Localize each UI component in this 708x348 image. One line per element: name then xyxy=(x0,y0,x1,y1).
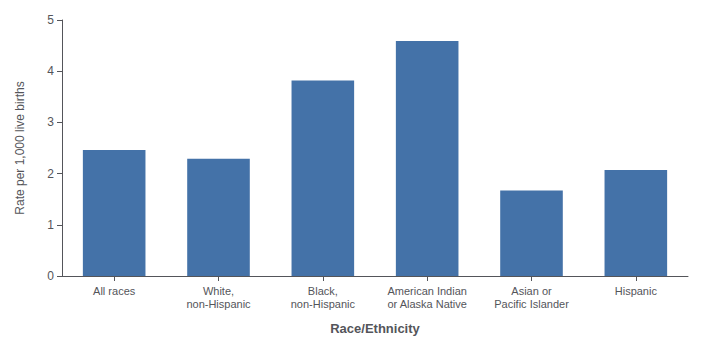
svg-text:Rate per 1,000 live births: Rate per 1,000 live births xyxy=(13,81,27,214)
svg-text:Hispanic: Hispanic xyxy=(615,285,658,297)
svg-text:1: 1 xyxy=(47,218,54,232)
svg-text:5: 5 xyxy=(47,13,54,27)
svg-text:Asian or: Asian or xyxy=(511,285,552,297)
svg-text:3: 3 xyxy=(47,115,54,129)
svg-text:Black,: Black, xyxy=(308,285,338,297)
svg-text:Pacific Islander: Pacific Islander xyxy=(494,298,569,310)
svg-text:0: 0 xyxy=(47,269,54,283)
svg-text:2: 2 xyxy=(47,167,54,181)
svg-text:non-Hispanic: non-Hispanic xyxy=(186,298,251,310)
svg-text:or Alaska Native: or Alaska Native xyxy=(387,298,466,310)
svg-text:Race/Ethnicity: Race/Ethnicity xyxy=(330,321,420,336)
svg-text:non-Hispanic: non-Hispanic xyxy=(291,298,356,310)
svg-text:American Indian: American Indian xyxy=(387,285,467,297)
svg-text:All races: All races xyxy=(93,285,136,297)
svg-text:White,: White, xyxy=(203,285,234,297)
svg-text:4: 4 xyxy=(47,64,54,78)
